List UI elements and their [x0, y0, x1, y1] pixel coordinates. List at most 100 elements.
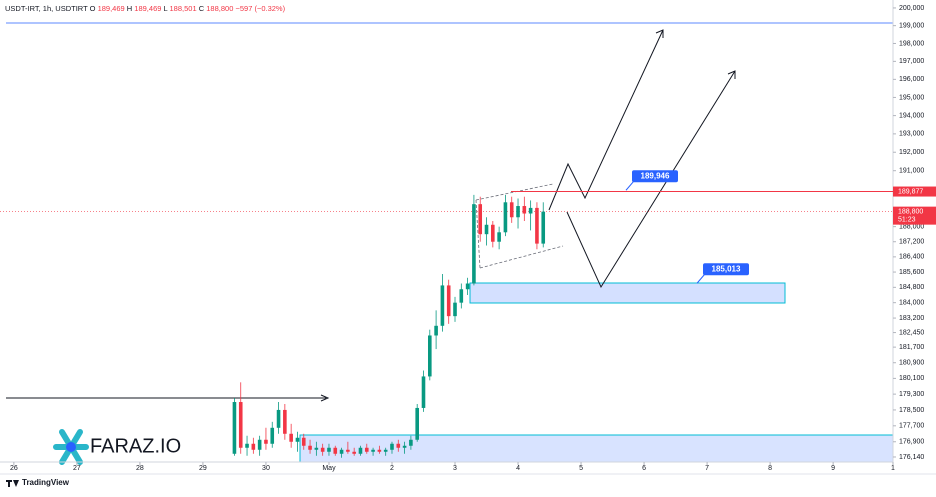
y-tick-label: 197,000: [899, 58, 924, 65]
ohlc-value: 188,800: [206, 4, 233, 13]
candle-body: [314, 447, 319, 450]
y-tick-label: 195,000: [899, 94, 924, 101]
candle-body: [346, 449, 350, 452]
arrow-head: [320, 394, 330, 402]
y-tick-label: 183,200: [899, 315, 924, 322]
x-tick-label: 8: [768, 465, 772, 472]
candle-body: [491, 224, 495, 242]
x-tick-label: 27: [73, 465, 81, 472]
candle-body: [522, 206, 527, 214]
y-tick-label: 182,450: [899, 329, 924, 336]
x-tick-label: 1: [891, 465, 895, 472]
candle-body: [472, 204, 476, 284]
annotation-box: [703, 263, 749, 276]
x-tick-label: 30: [262, 465, 270, 472]
y-tick-label: 191,000: [899, 168, 924, 175]
watermark: FARAZ.IO: [90, 435, 181, 457]
x-tick-label: 29: [199, 465, 207, 472]
candle-body: [320, 447, 325, 452]
x-tick-label: 2: [390, 465, 394, 472]
candle-body: [402, 445, 407, 448]
candle-body: [377, 449, 382, 452]
y-tick-label: 199,000: [899, 23, 924, 30]
y-tick-label: 198,000: [899, 40, 924, 47]
arrow-head: [727, 70, 736, 79]
x-tick-label: 9: [831, 465, 835, 472]
y-tick-label: 200,000: [899, 5, 924, 12]
ohlc-value: 189,469: [98, 4, 125, 13]
candle-body: [465, 283, 470, 290]
tv-logo: [6, 480, 19, 487]
price-line-label: 189,877: [898, 188, 923, 195]
y-tick-label: 176,900: [899, 439, 924, 446]
channel: [475, 183, 564, 269]
candle-body: [251, 443, 256, 450]
candle-body: [478, 204, 483, 235]
x-tick-label: 3: [453, 465, 457, 472]
annotation-box: [632, 170, 678, 183]
candle-body: [535, 207, 539, 244]
footer-brand: TradingView: [22, 478, 70, 487]
arrow-head: [655, 29, 664, 38]
symbol: USDT-IRT, 1h, USDTIRT: [5, 4, 88, 13]
candle-body: [257, 439, 262, 450]
candle-body: [427, 335, 432, 377]
candle-body: [270, 427, 275, 444]
y-tick-label: 194,000: [899, 112, 924, 119]
price-line-tag: [893, 186, 936, 197]
countdown: 51:23: [898, 216, 916, 223]
last-price-label: 188,800: [898, 208, 923, 215]
x-tick-label: May: [322, 465, 336, 472]
y-tick-label: 177,700: [899, 423, 924, 430]
candle-body: [528, 207, 533, 214]
candle-body: [358, 447, 363, 454]
y-tick-label: 176,140: [899, 454, 924, 461]
candle-body: [232, 402, 237, 454]
ohlc-value: 188,501: [170, 4, 197, 13]
candle-body: [333, 447, 338, 454]
y-tick-label: 193,000: [899, 131, 924, 138]
change: −597 (−0.32%): [235, 4, 285, 13]
candle-body: [283, 409, 287, 434]
candle-body: [409, 439, 413, 446]
y-tick-label: 179,300: [899, 391, 924, 398]
candle-body: [308, 445, 312, 450]
logo-icon: [53, 429, 89, 465]
x-tick-label: 26: [10, 465, 18, 472]
candle-body: [421, 376, 426, 408]
last-price-tag: [893, 206, 936, 225]
y-tick-label: 186,400: [899, 254, 924, 261]
ohlc-key: H: [127, 4, 132, 13]
ohlc-key: L: [164, 4, 168, 13]
candle-body: [295, 437, 300, 442]
candle-body: [371, 449, 375, 452]
candle-body: [289, 433, 293, 442]
candle-body: [264, 439, 268, 444]
candle-body: [484, 224, 489, 235]
candle-body: [446, 285, 451, 317]
candle-body: [339, 449, 344, 454]
candle-body: [364, 447, 369, 452]
y-tick-label: 187,200: [899, 239, 924, 246]
header: USDT-IRT, 1h, USDTIRT O 189,469 H 189,46…: [5, 4, 286, 13]
candle-body: [276, 409, 281, 428]
projection-down-up: [566, 70, 736, 289]
ohlc-key: C: [199, 4, 205, 13]
candle-body: [459, 289, 464, 303]
x-tick-label: 5: [579, 465, 583, 472]
projection-up: [548, 29, 664, 211]
x-tick-label: 7: [705, 465, 709, 472]
annotation-label: 189,946: [641, 171, 670, 180]
y-tick-label: 178,500: [899, 407, 924, 414]
y-tick-label: 180,900: [899, 360, 924, 367]
candle-body: [509, 202, 514, 218]
support-zone: [469, 282, 786, 304]
candle-body: [503, 202, 508, 233]
header-line: USDT-IRT, 1h, USDTIRT O 189,469 H 189,46…: [5, 4, 286, 13]
candle-body: [352, 451, 356, 454]
y-tick-label: 184,800: [899, 284, 924, 291]
candle-body: [516, 206, 520, 218]
y-tick-label: 185,600: [899, 269, 924, 276]
